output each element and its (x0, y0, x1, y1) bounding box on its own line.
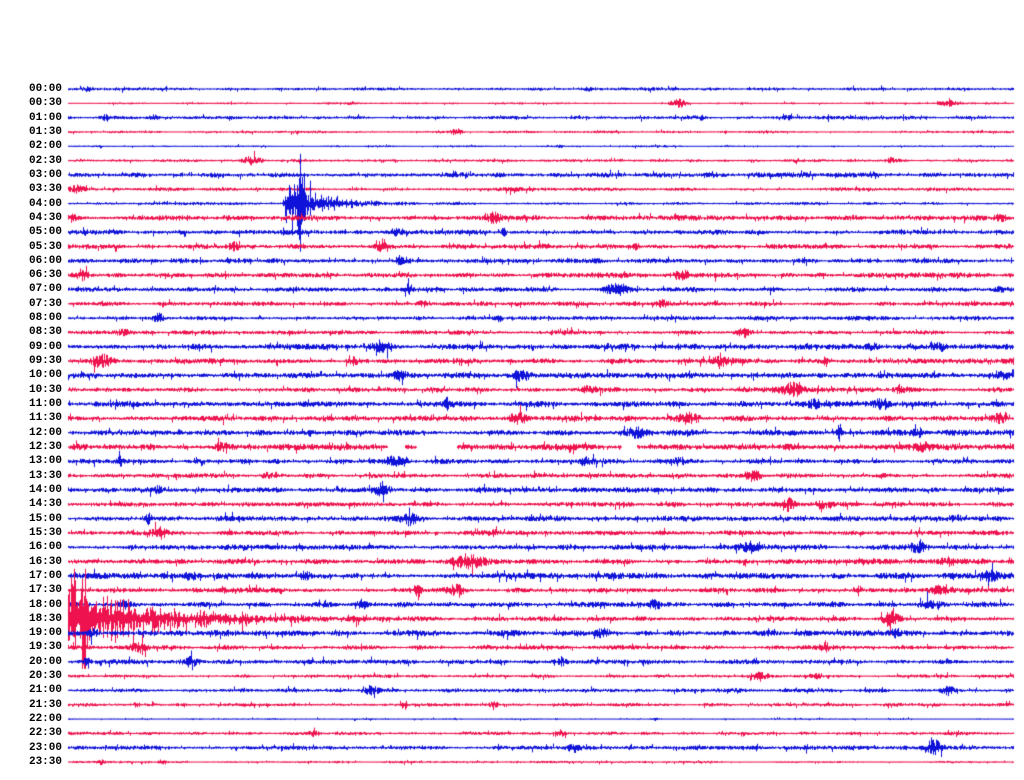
row-time-label: 03:00 (28, 168, 62, 181)
row-time-label: 21:30 (28, 698, 62, 711)
row-time-label: 12:30 (28, 441, 62, 453)
row-time-label: 16:30 (28, 555, 62, 568)
row-time-label: 05:00 (28, 226, 62, 239)
row-time-label: 22:30 (28, 727, 62, 740)
row-time-label: 10:30 (28, 383, 62, 396)
row-time-label: 19:00 (28, 627, 62, 640)
row-time-label: 16:00 (28, 541, 62, 554)
row-time-label: 15:00 (28, 512, 62, 525)
row-time-label: 13:30 (28, 469, 62, 482)
row-time-label: 18:30 (28, 612, 62, 625)
row-time-label: 12:00 (28, 426, 62, 439)
row-time-label: 14:30 (28, 498, 62, 511)
row-time-label: 02:30 (28, 154, 62, 167)
row-time-label: 00:00 (28, 83, 62, 95)
row-time-label: 19:30 (28, 641, 62, 654)
row-time-label: 11:00 (28, 398, 62, 411)
row-time-label: 17:00 (28, 569, 62, 582)
row-time-label: 00:30 (28, 97, 62, 110)
row-time-label: 08:00 (28, 312, 62, 325)
row-time-label: 01:00 (28, 111, 62, 124)
row-time-label: 04:00 (28, 197, 62, 210)
row-time-label: 05:30 (28, 240, 62, 253)
row-time-label: 01:30 (28, 125, 62, 138)
row-time-label: 23:30 (28, 756, 62, 769)
row-time-label: 07:00 (28, 283, 62, 296)
row-time-label: 15:30 (28, 526, 62, 539)
row-time-label: 03:30 (28, 183, 62, 196)
row-time-label: 04:30 (28, 211, 62, 224)
row-time-label: 06:30 (28, 269, 62, 282)
row-time-label: 06:00 (28, 254, 62, 267)
row-time-label: 18:00 (28, 598, 62, 611)
row-time-label: 17:30 (28, 584, 62, 597)
row-time-label: 14:00 (28, 483, 62, 496)
row-time-label: 21:00 (28, 684, 62, 697)
row-time-label: 02:00 (28, 140, 62, 153)
row-time-label: 07:30 (28, 297, 62, 310)
row-time-label: 09:00 (28, 340, 62, 353)
row-time-label: 11:30 (28, 412, 62, 425)
row-time-label: 13:00 (28, 455, 62, 468)
row-time-label: 22:00 (28, 713, 62, 726)
row-time-label: 09:30 (28, 355, 62, 368)
row-time-label: 10:00 (28, 369, 62, 382)
row-time-label: 08:30 (28, 326, 62, 339)
row-time-label: 23:00 (28, 741, 62, 754)
row-time-label: 20:00 (28, 655, 62, 668)
row-time-label: 20:30 (28, 670, 62, 683)
